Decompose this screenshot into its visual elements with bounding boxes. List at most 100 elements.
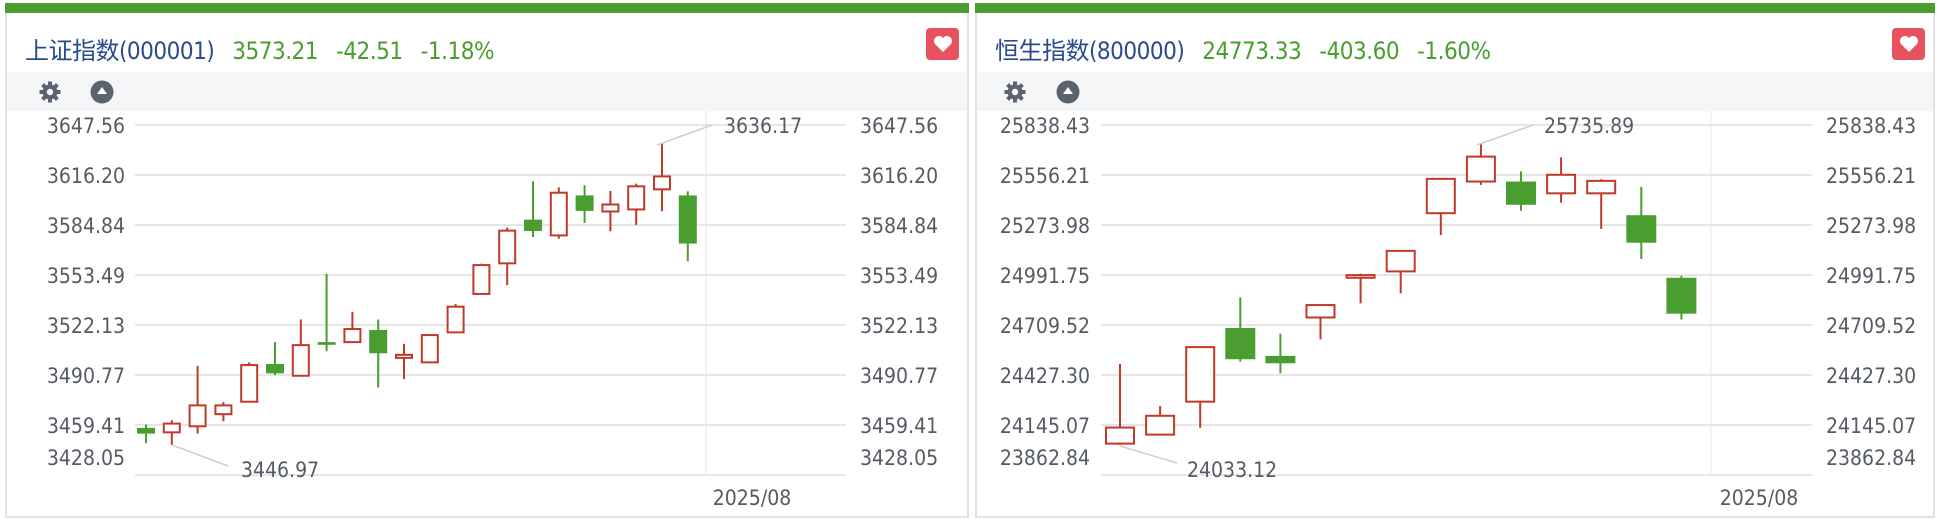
candle-body (627, 185, 646, 211)
y-tick-label-right: 3616.20 (860, 164, 938, 188)
max-annotation: 25735.89 (1544, 114, 1634, 138)
candle-body (1465, 155, 1496, 183)
y-tick-label-right: 3428.05 (860, 446, 938, 470)
candle-body (472, 264, 491, 295)
max-annotation-line (1476, 124, 1534, 146)
candle (1185, 346, 1216, 428)
collapse-icon[interactable] (1056, 80, 1080, 104)
candle (291, 319, 310, 377)
panel-title: 恒生指数(800000) 24773.33 -403.60 -1.60% (995, 31, 1508, 66)
candle-body (678, 195, 697, 244)
y-tick-label-right: 25273.98 (1826, 214, 1916, 238)
candle-body (1666, 277, 1697, 314)
candle-body (524, 219, 542, 231)
index-price: 24773.33 (1202, 37, 1302, 65)
candle (266, 342, 284, 376)
gear-icon[interactable] (1003, 80, 1027, 104)
index-name: 恒生指数(800000) (995, 37, 1185, 65)
candle (498, 227, 517, 286)
chart-toolbar (977, 72, 1933, 111)
candle (240, 362, 259, 403)
candle (627, 183, 646, 225)
candle-body (266, 363, 284, 374)
candle-body (549, 191, 568, 237)
gear-icon[interactable] (38, 80, 62, 104)
y-tick-label-right: 3584.84 (860, 214, 938, 238)
candle (1626, 186, 1657, 259)
y-tick-label-left: 3553.49 (47, 264, 125, 288)
candle-body (162, 422, 181, 434)
candle-body (1225, 327, 1256, 360)
y-tick-label-left: 3490.77 (47, 364, 125, 388)
candle-body (446, 305, 465, 334)
candle-body (317, 342, 336, 345)
y-tick-label-left: 3647.56 (47, 114, 125, 138)
heart-icon (1899, 36, 1918, 52)
y-tick-label-right: 3459.41 (860, 414, 938, 438)
candle (524, 181, 542, 238)
panel-top-bar (975, 3, 1935, 13)
candlestick-chart: 25838.43 25838.43 25556.21 25556.21 25273.98… (1000, 111, 1916, 510)
min-annotation-line (171, 444, 229, 467)
max-annotation: 3636.17 (724, 114, 802, 138)
candle-body (1345, 274, 1376, 279)
index-name: 上证指数(000001) (25, 37, 215, 65)
y-tick-label-right: 3553.49 (860, 264, 938, 288)
candle-body (137, 427, 155, 434)
candle-body (420, 334, 439, 364)
candle-body (343, 328, 362, 344)
min-annotation: 24033.12 (1187, 458, 1277, 482)
favorite-button[interactable] (926, 28, 959, 60)
candle-body (240, 364, 259, 403)
candle-body (1546, 173, 1577, 195)
candle-body (1425, 177, 1456, 215)
candle (1145, 406, 1176, 436)
candle (137, 424, 155, 444)
candle (1546, 157, 1577, 203)
candle-body (1506, 181, 1536, 205)
y-tick-label-left: 25273.98 (1000, 214, 1090, 238)
y-tick-label-left: 24709.52 (1000, 314, 1090, 338)
y-tick-label-left: 24145.07 (1000, 414, 1090, 438)
panel-top-bar (5, 3, 969, 13)
candle (575, 185, 594, 223)
candle (1305, 304, 1336, 340)
y-tick-label-left: 3428.05 (47, 446, 125, 470)
candle (395, 343, 413, 380)
candle (1385, 249, 1416, 294)
y-tick-label-left: 3616.20 (47, 164, 125, 188)
y-tick-label-right: 24991.75 (1826, 264, 1916, 288)
panel-hang-seng-index: 恒生指数(800000) 24773.33 -403.60 -1.60% 25838.… (975, 3, 1935, 518)
candle (317, 273, 336, 352)
min-annotation: 3446.97 (241, 458, 319, 482)
index-change-pct: -1.18% (420, 37, 495, 65)
plot-area (135, 111, 846, 475)
candle (1506, 171, 1536, 211)
candle-body (1145, 414, 1176, 436)
panel-shanghai-index: 上证指数(000001) 3573.21 -42.51 -1.18% 3647.56 3… (5, 3, 969, 518)
candle-body (1305, 304, 1336, 319)
candle-body (601, 203, 620, 213)
collapse-icon[interactable] (90, 80, 114, 104)
heart-icon (933, 36, 952, 52)
y-tick-label-left: 3522.13 (47, 314, 125, 338)
x-tick-label: 2025/08 (713, 486, 791, 510)
y-tick-label-right: 3522.13 (860, 314, 938, 338)
candle-body (1185, 346, 1216, 403)
index-price: 3573.21 (232, 37, 319, 65)
candle (343, 311, 362, 344)
candle (1105, 363, 1135, 445)
y-tick-label-right: 3647.56 (860, 114, 938, 138)
index-change-pct: -1.60% (1417, 37, 1491, 65)
candle (369, 319, 388, 388)
candle (214, 402, 233, 422)
y-tick-label-left: 25838.43 (1000, 114, 1090, 138)
y-tick-label-right: 24427.30 (1826, 364, 1916, 388)
candle (653, 143, 671, 212)
y-tick-label-right: 25556.21 (1826, 164, 1916, 188)
candle (678, 191, 697, 262)
panel-title: 上证指数(000001) 3573.21 -42.51 -1.18% (25, 31, 512, 66)
index-change: -403.60 (1319, 37, 1400, 65)
favorite-button[interactable] (1892, 28, 1925, 60)
y-tick-label-left: 25556.21 (1000, 164, 1090, 188)
